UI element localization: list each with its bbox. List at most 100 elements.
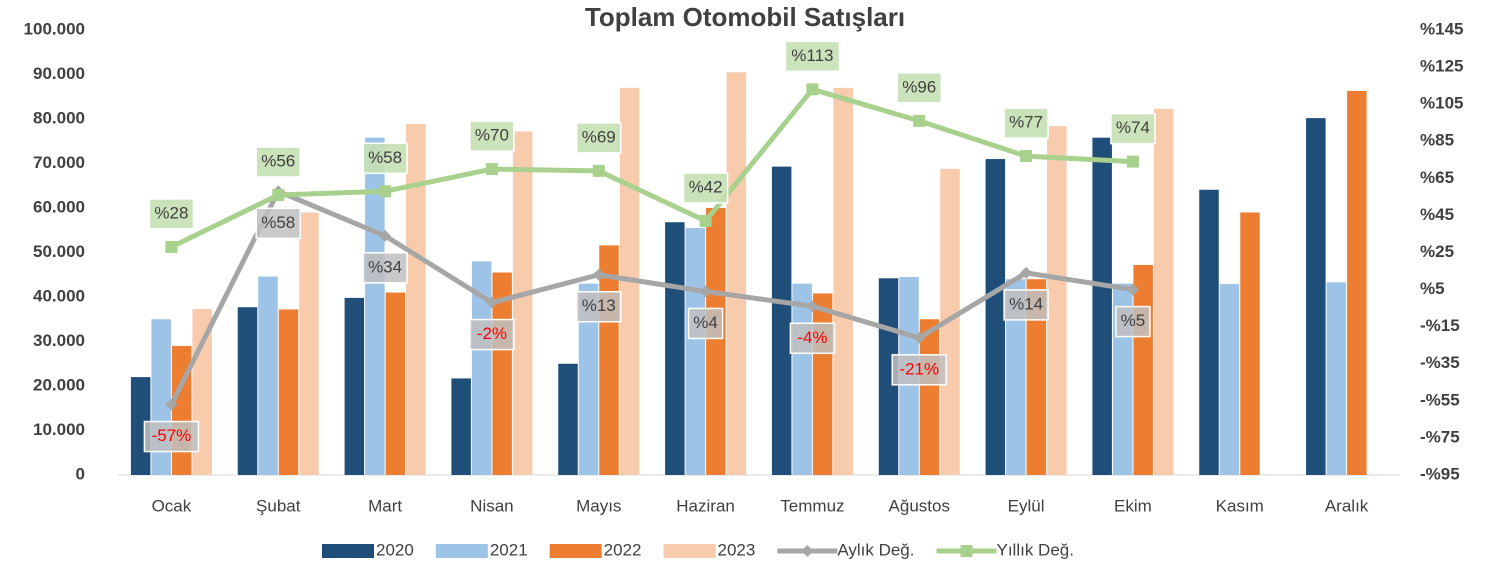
value-label-box <box>255 207 301 240</box>
value-label: -21% <box>899 359 939 378</box>
value-label: %58 <box>368 148 402 167</box>
value-label-box <box>143 420 200 453</box>
line-marker <box>699 214 712 227</box>
x-tick-label: Eylül <box>1008 496 1045 515</box>
bar <box>812 293 833 475</box>
bar <box>365 137 385 475</box>
y2-tick-label: -%15 <box>1420 316 1460 335</box>
value-label: %58 <box>261 213 295 232</box>
bar <box>1092 137 1112 475</box>
y-tick-label: 40.000 <box>33 286 85 305</box>
line-marker <box>913 114 926 127</box>
x-tick-label: Şubat <box>256 496 301 515</box>
bar <box>792 283 812 475</box>
bar <box>919 319 940 475</box>
legend-swatch <box>322 544 374 558</box>
x-tick-label: Nisan <box>470 496 513 515</box>
value-label-box <box>789 322 836 355</box>
y2-tick-label: %125 <box>1420 57 1463 76</box>
value-label-box <box>1003 107 1049 139</box>
bar <box>1047 126 1067 476</box>
bar <box>1133 264 1153 475</box>
chart-title: Toplam Otomobil Satışları <box>585 2 905 32</box>
bar <box>706 208 726 475</box>
value-label-box <box>255 146 301 178</box>
y-tick-label: 80.000 <box>33 108 85 127</box>
bar <box>451 378 471 475</box>
line-marker <box>592 164 605 177</box>
bar <box>1219 284 1240 475</box>
bar <box>578 283 599 475</box>
value-label: %28 <box>154 203 188 222</box>
x-tick-label: Haziran <box>676 496 735 515</box>
bar <box>278 309 299 475</box>
line-marker <box>1020 266 1033 279</box>
bar <box>685 228 706 475</box>
value-label: %77 <box>1009 113 1043 132</box>
y2-tick-label: -%35 <box>1420 353 1460 372</box>
line-marker <box>379 229 392 242</box>
value-label-box <box>362 252 408 284</box>
legend-swatch <box>435 544 488 558</box>
legend-label: 2023 <box>717 540 755 559</box>
value-label: -57% <box>152 426 192 445</box>
bar <box>1006 279 1026 475</box>
y2-tick-label: -%95 <box>1420 464 1460 483</box>
y-tick-label: 10.000 <box>33 420 85 439</box>
value-label: %74 <box>1116 118 1150 137</box>
y-tick-label: 90.000 <box>33 64 85 83</box>
line-marker <box>806 300 819 313</box>
value-label: %70 <box>475 126 509 145</box>
line-marker <box>806 83 819 96</box>
legend-label: Yıllık Değ. <box>996 540 1073 559</box>
y2-tick-label: %5 <box>1420 279 1445 298</box>
bar <box>1347 90 1367 475</box>
x-tick-label: Ocak <box>152 496 192 515</box>
value-label: %69 <box>582 127 616 146</box>
y-tick-label: 20.000 <box>33 375 85 394</box>
legend-marker <box>960 545 973 557</box>
value-label: %5 <box>1121 311 1146 330</box>
value-label-box <box>1110 112 1156 145</box>
legend-swatch <box>549 544 602 558</box>
legend-label: 2021 <box>490 540 528 559</box>
value-label: %56 <box>261 152 295 171</box>
x-tick-label: Mayıs <box>576 496 621 515</box>
bar <box>258 276 278 475</box>
value-label-box <box>469 318 515 351</box>
bar <box>299 212 319 475</box>
y2-tick-label: %65 <box>1420 168 1454 187</box>
x-tick-label: Kasım <box>1216 496 1264 515</box>
value-label-box <box>784 40 841 73</box>
value-label-box <box>896 72 942 104</box>
value-label: %42 <box>689 177 723 196</box>
value-label: %34 <box>368 257 402 276</box>
y-tick-label: 100.000 <box>24 19 85 38</box>
line-marker <box>485 296 498 309</box>
bar <box>237 307 258 475</box>
y2-tick-label: %145 <box>1420 19 1463 38</box>
bar <box>344 297 365 475</box>
value-label-box <box>1115 305 1151 338</box>
line-marker <box>379 185 392 198</box>
line-marker <box>699 285 712 298</box>
bar <box>771 166 792 476</box>
value-label: %96 <box>902 77 936 96</box>
line-marker <box>272 189 285 202</box>
bar <box>985 159 1006 476</box>
value-label-box <box>362 142 408 175</box>
y2-tick-label: %25 <box>1420 242 1454 261</box>
legend-label: 2022 <box>604 540 642 559</box>
value-label-box <box>687 307 724 340</box>
y-tick-label: 60.000 <box>33 197 85 216</box>
line-marker <box>1126 155 1139 168</box>
value-label-box <box>576 122 622 154</box>
y2-tick-label: -%55 <box>1420 390 1460 409</box>
bar <box>1326 282 1347 475</box>
value-label-box <box>148 198 195 230</box>
line-marker <box>485 163 498 176</box>
y-tick-label: 70.000 <box>33 153 85 172</box>
x-tick-label: Aralık <box>1325 496 1369 515</box>
line-marker <box>1126 283 1139 296</box>
bar <box>833 87 853 475</box>
